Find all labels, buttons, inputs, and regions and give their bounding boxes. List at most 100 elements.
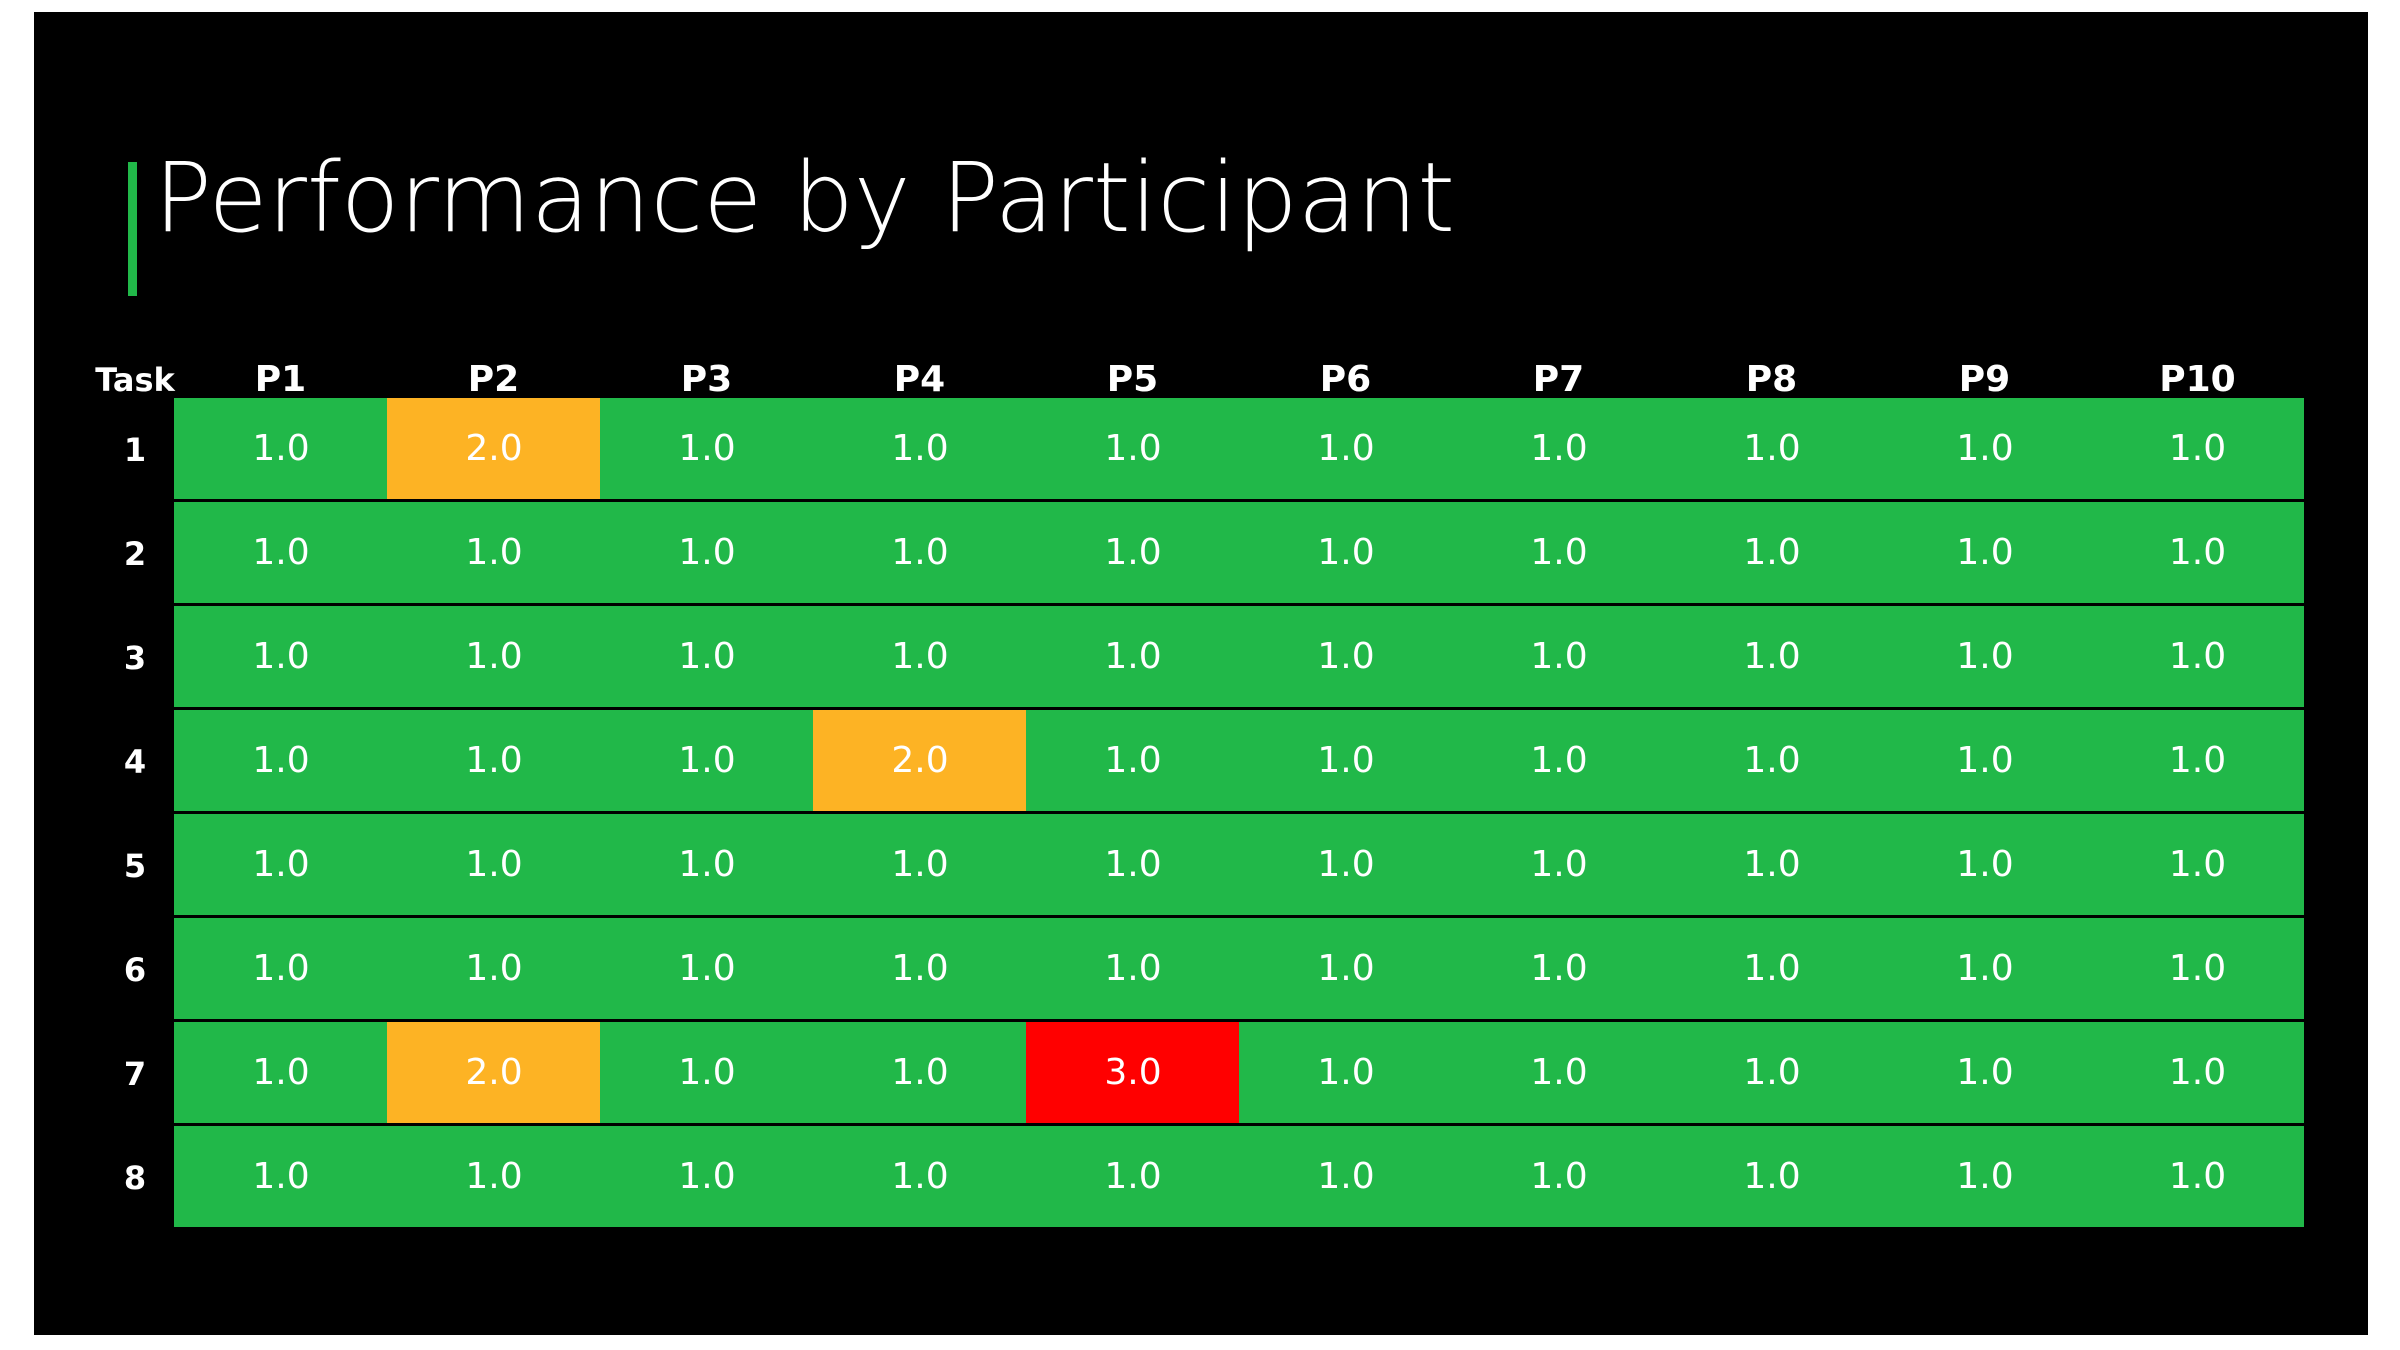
score-cell: 1.0 (1239, 918, 1453, 1022)
score-cell: 1.0 (813, 1126, 1027, 1230)
score-cell: 1.0 (2091, 1126, 2304, 1230)
score-cell: 2.0 (813, 710, 1027, 814)
score-cell: 1.0 (1665, 814, 1879, 918)
column-header: P9 (1958, 359, 2011, 400)
score-cell: 1.0 (1878, 398, 2092, 502)
score-cell: 1.0 (1452, 606, 1666, 710)
slide: Performance by Participant Task P1 P2 P3 P4 P… (34, 12, 2368, 1335)
score-cell: 1.0 (387, 1126, 601, 1230)
score-cell: 1.0 (1239, 814, 1453, 918)
score-cell: 1.0 (813, 502, 1027, 606)
score-cell: 1.0 (174, 918, 388, 1022)
score-cell: 1.0 (1452, 710, 1666, 814)
score-cell: 1.0 (1239, 710, 1453, 814)
title-accent (128, 162, 137, 296)
row-label: 4 (123, 743, 147, 781)
column-header: P2 (467, 359, 520, 400)
score-cell: 1.0 (174, 710, 388, 814)
score-cell: 1.0 (1239, 606, 1453, 710)
row-label: 8 (123, 1159, 147, 1197)
score-cell: 1.0 (174, 502, 388, 606)
score-cell: 1.0 (600, 710, 814, 814)
score-cell: 1.0 (387, 918, 601, 1022)
score-cell: 1.0 (600, 398, 814, 502)
score-cell: 1.0 (1878, 606, 2092, 710)
score-cell: 1.0 (1665, 1022, 1879, 1126)
score-cell: 1.0 (1665, 398, 1879, 502)
score-cell: 1.0 (2091, 710, 2304, 814)
score-cell: 1.0 (1452, 1126, 1666, 1230)
score-cell: 1.0 (174, 398, 388, 502)
score-cell: 3.0 (1026, 1022, 1240, 1126)
score-cell: 1.0 (813, 1022, 1027, 1126)
score-cell: 1.0 (813, 398, 1027, 502)
score-cell: 1.0 (600, 814, 814, 918)
score-cell: 1.0 (813, 606, 1027, 710)
score-cell: 1.0 (2091, 502, 2304, 606)
score-cell: 1.0 (813, 814, 1027, 918)
score-cell: 1.0 (174, 1126, 388, 1230)
column-header: P1 (254, 359, 307, 400)
score-cell: 1.0 (1026, 398, 1240, 502)
score-cell: 1.0 (387, 710, 601, 814)
score-cell: 1.0 (1026, 710, 1240, 814)
score-cell: 1.0 (1026, 1126, 1240, 1230)
score-cell: 1.0 (600, 1022, 814, 1126)
score-cell: 1.0 (2091, 606, 2304, 710)
score-cell: 1.0 (1878, 1022, 2092, 1126)
score-cell: 1.0 (174, 814, 388, 918)
score-cell: 1.0 (600, 918, 814, 1022)
score-cell: 1.0 (174, 1022, 388, 1126)
score-cell: 1.0 (1026, 606, 1240, 710)
score-cell: 1.0 (1239, 502, 1453, 606)
column-header: P8 (1745, 359, 1798, 400)
column-header: Task (95, 361, 175, 399)
score-cell: 2.0 (387, 1022, 601, 1126)
row-label: 7 (123, 1055, 147, 1093)
score-cell: 1.0 (600, 502, 814, 606)
score-cell: 1.0 (1026, 502, 1240, 606)
score-cell: 1.0 (1878, 918, 2092, 1022)
score-cell: 1.0 (1239, 398, 1453, 502)
score-cell: 1.0 (1665, 502, 1879, 606)
column-header: P3 (680, 359, 733, 400)
column-header: P7 (1532, 359, 1585, 400)
score-cell: 1.0 (1878, 710, 2092, 814)
score-cell: 1.0 (1452, 814, 1666, 918)
row-label: 6 (123, 951, 147, 989)
column-header: P10 (2159, 359, 2236, 400)
score-cell: 1.0 (1026, 918, 1240, 1022)
score-cell: 1.0 (387, 814, 601, 918)
score-cell: 1.0 (1239, 1022, 1453, 1126)
score-cell: 1.0 (174, 606, 388, 710)
row-label: 1 (123, 431, 147, 469)
score-cell: 1.0 (1452, 918, 1666, 1022)
score-cell: 1.0 (1239, 1126, 1453, 1230)
row-label: 3 (123, 639, 147, 677)
slide-title: Performance by Participant (154, 142, 1456, 254)
score-cell: 1.0 (1452, 398, 1666, 502)
score-cell: 1.0 (1452, 502, 1666, 606)
column-header: P4 (893, 359, 946, 400)
score-cell: 1.0 (1452, 1022, 1666, 1126)
score-cell: 1.0 (1665, 1126, 1879, 1230)
column-header: P5 (1106, 359, 1159, 400)
score-cell: 1.0 (387, 502, 601, 606)
score-cell: 1.0 (2091, 1022, 2304, 1126)
score-cell: 1.0 (600, 1126, 814, 1230)
score-cell: 2.0 (387, 398, 601, 502)
score-cell: 1.0 (1665, 710, 1879, 814)
score-cell: 1.0 (2091, 398, 2304, 502)
column-header: P6 (1319, 359, 1372, 400)
score-cell: 1.0 (1665, 606, 1879, 710)
score-cell: 1.0 (600, 606, 814, 710)
row-label: 2 (123, 535, 147, 573)
score-cell: 1.0 (2091, 814, 2304, 918)
score-cell: 1.0 (1665, 918, 1879, 1022)
score-cell: 1.0 (1878, 814, 2092, 918)
score-cell: 1.0 (2091, 918, 2304, 1022)
score-cell: 1.0 (387, 606, 601, 710)
score-cell: 1.0 (813, 918, 1027, 1022)
row-label: 5 (123, 847, 147, 885)
